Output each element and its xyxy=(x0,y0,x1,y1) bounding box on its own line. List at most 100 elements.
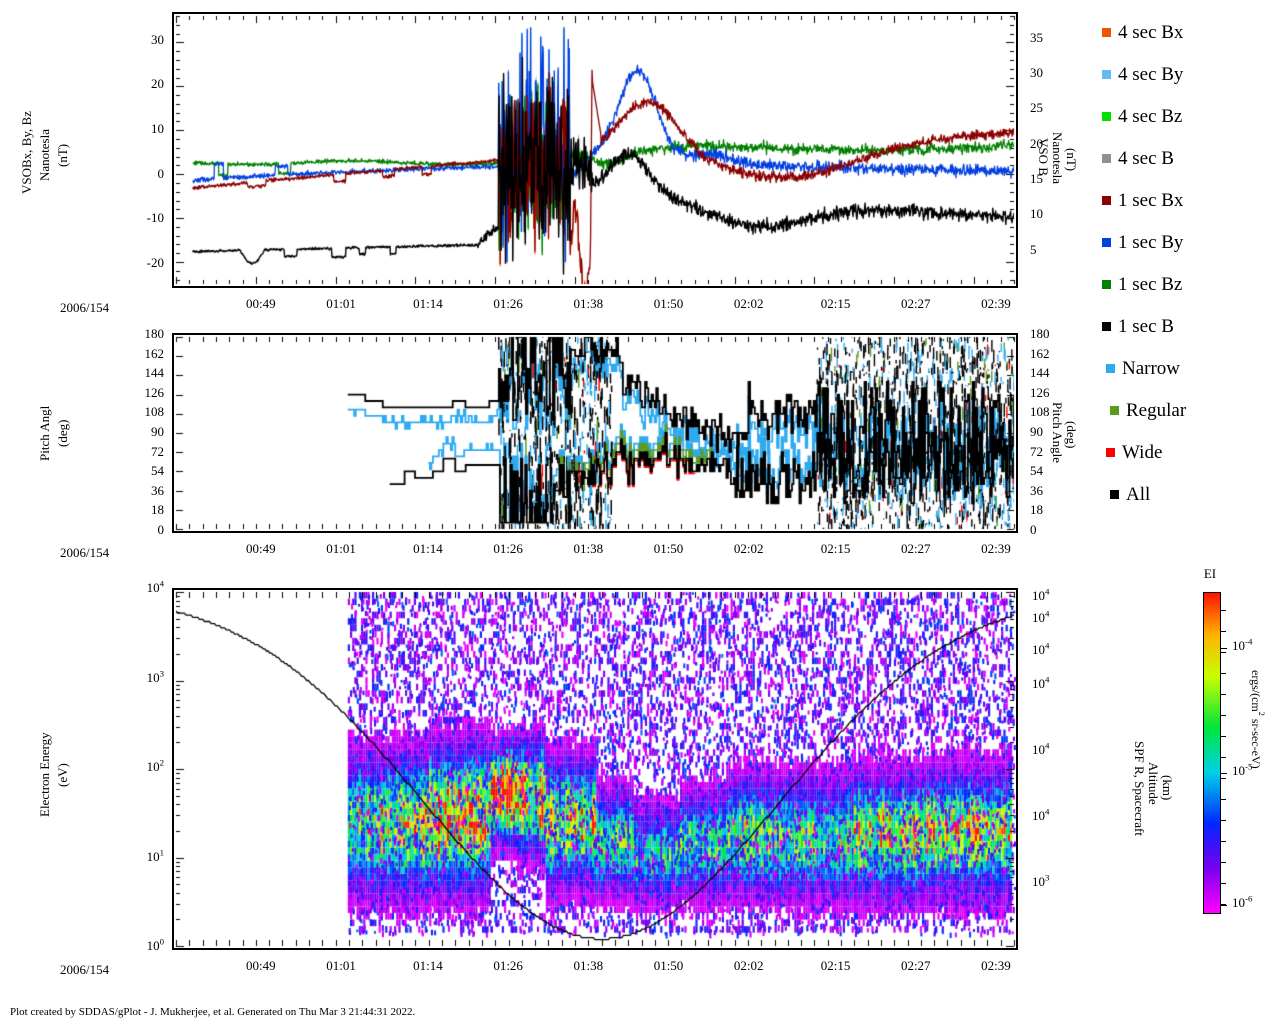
xtick-label: 01:26 xyxy=(493,296,523,311)
legend-label: 1 sec Bz xyxy=(1118,273,1183,295)
magnetic-field-canvas xyxy=(174,14,1016,286)
ytick-label: 30 xyxy=(151,31,164,47)
colorbar-minor-tick xyxy=(1221,883,1226,884)
ytick-label: 0 xyxy=(157,165,165,181)
xtick-label: 01:14 xyxy=(413,541,443,556)
panel1-date-label: 2006/154 xyxy=(60,300,110,315)
magnetic-field-panel xyxy=(172,12,1018,288)
ytick-label: 104 xyxy=(146,578,164,595)
xtick-label: 02:02 xyxy=(733,958,764,973)
ytick-label: 126 xyxy=(144,384,165,400)
ytick-label: 144 xyxy=(1030,365,1050,381)
panel2-ylabel-right: Pitch Angle xyxy=(1050,402,1065,464)
colorbar-tick xyxy=(1221,648,1227,649)
legend-label: 1 sec By xyxy=(1118,231,1184,253)
xtick-label: 01:01 xyxy=(326,541,356,556)
colorbar-minor-tick xyxy=(1221,820,1226,821)
panel3-ylabel-left-2: (eV) xyxy=(55,763,70,787)
legend-label: 4 sec Bz xyxy=(1118,105,1183,127)
xtick-label: 01:50 xyxy=(653,958,684,973)
ytick-label: 90 xyxy=(151,424,164,439)
xtick-label: 01:26 xyxy=(493,541,523,556)
legend-swatch xyxy=(1106,447,1115,457)
colorbar-minor-tick xyxy=(1221,778,1226,779)
legend-item-4-sec-bx[interactable]: 4 sec Bx xyxy=(1102,22,1183,42)
legend-label: Regular xyxy=(1126,399,1187,421)
xtick-label: 02:15 xyxy=(820,541,851,556)
panel1-ylabel-left-3: (nT) xyxy=(55,143,70,167)
legend-item-1-sec-bz[interactable]: 1 sec Bz xyxy=(1102,274,1182,294)
ytick-label: 36 xyxy=(151,482,164,498)
legend-label: 4 sec By xyxy=(1118,63,1184,85)
ytick-label: -20 xyxy=(146,254,164,270)
xtick-label: 01:26 xyxy=(493,958,523,973)
colorbar-tick-label: 10-4 xyxy=(1232,636,1253,653)
xtick-label: 02:27 xyxy=(900,958,931,973)
panel1-ylabel-left: VSOBx, By, Bz xyxy=(19,111,34,195)
ytick-label: 126 xyxy=(1030,384,1050,400)
ytick-label: 104 xyxy=(1032,806,1050,823)
panel1-ylabel-right-3: (nT) xyxy=(1064,148,1079,172)
ytick-label: 162 xyxy=(144,345,165,361)
ytick-label: 108 xyxy=(1030,404,1050,420)
ytick-label: 30 xyxy=(1030,65,1043,81)
panel3-ylabel-right-3: (km) xyxy=(1160,775,1175,801)
xtick-label: 01:01 xyxy=(326,958,356,973)
ytick-label: 18 xyxy=(1030,502,1043,518)
ytick-label: 101 xyxy=(146,847,164,864)
legend-swatch xyxy=(1110,489,1119,499)
colorbar-tick-label: 10-6 xyxy=(1232,893,1253,910)
colorbar-minor-tick xyxy=(1221,673,1226,674)
ytick-label: 104 xyxy=(1032,608,1050,625)
ytick-label: 104 xyxy=(1032,586,1050,603)
ytick-label: 104 xyxy=(1032,740,1050,757)
colorbar-minor-tick xyxy=(1221,694,1226,695)
panel2-date-label: 2006/154 xyxy=(60,545,110,560)
legend-item-1-sec-by[interactable]: 1 sec By xyxy=(1102,232,1183,252)
ytick-label: 72 xyxy=(151,443,164,459)
legend-label: All xyxy=(1126,483,1151,505)
ytick-label: 15 xyxy=(1030,171,1043,187)
legend-item-4-sec-by[interactable]: 4 sec By xyxy=(1102,64,1183,84)
ytick-label: 5 xyxy=(1030,241,1037,257)
legend-swatch xyxy=(1102,195,1111,205)
legend-item-1-sec-bx[interactable]: 1 sec Bx xyxy=(1102,190,1183,210)
panel2-ylabel-left: Pitch Angl xyxy=(37,405,52,461)
colorbar-minor-tick xyxy=(1221,652,1226,653)
panel3-ylabel-right-2: Altitude xyxy=(1146,761,1161,805)
pitch-angle-canvas xyxy=(174,335,1016,531)
xtick-label: 01:14 xyxy=(413,296,443,311)
legend-item-4-sec-bz[interactable]: 4 sec Bz xyxy=(1102,106,1182,126)
xtick-label: 00:49 xyxy=(246,958,276,973)
xtick-label: 02:15 xyxy=(820,958,851,973)
xtick-label: 00:49 xyxy=(246,296,276,311)
legend-item-all[interactable]: All xyxy=(1110,484,1150,504)
legend-swatch xyxy=(1110,405,1119,415)
xtick-label: 01:50 xyxy=(653,541,684,556)
legend-item-1-sec-b[interactable]: 1 sec B xyxy=(1102,316,1174,336)
legend-swatch xyxy=(1106,363,1115,373)
ytick-label: 108 xyxy=(144,404,165,420)
legend-swatch xyxy=(1102,111,1111,121)
colorbar-minor-tick xyxy=(1221,736,1226,737)
xtick-label: 02:02 xyxy=(733,296,764,311)
xtick-label: 01:38 xyxy=(573,296,604,311)
legend-item-wide[interactable]: Wide xyxy=(1106,442,1162,462)
legend-swatch xyxy=(1102,279,1111,289)
ytick-label: 102 xyxy=(146,757,164,774)
colorbar-minor-tick xyxy=(1221,904,1226,905)
legend-label: 1 sec Bx xyxy=(1118,189,1184,211)
xtick-label: 02:27 xyxy=(900,296,931,311)
legend-item-regular[interactable]: Regular xyxy=(1110,400,1186,420)
legend-item-narrow[interactable]: Narrow xyxy=(1106,358,1180,378)
legend-item-4-sec-b[interactable]: 4 sec B xyxy=(1102,148,1174,168)
panel3-date-label: 2006/154 xyxy=(60,962,110,977)
xtick-label: 02:15 xyxy=(820,296,851,311)
ytick-label: 72 xyxy=(1030,443,1043,459)
legend-swatch xyxy=(1102,69,1111,79)
colorbar-unit-label: ergs/(cm2 sr-sec-eV) xyxy=(1248,670,1266,840)
panel2-ylabel-right-2: (deg) xyxy=(1064,421,1079,449)
colorbar xyxy=(1203,592,1221,914)
pitch-angle-panel xyxy=(172,333,1018,533)
colorbar-unit-text: ergs/(cm2 sr-sec-eV) xyxy=(1249,670,1266,769)
